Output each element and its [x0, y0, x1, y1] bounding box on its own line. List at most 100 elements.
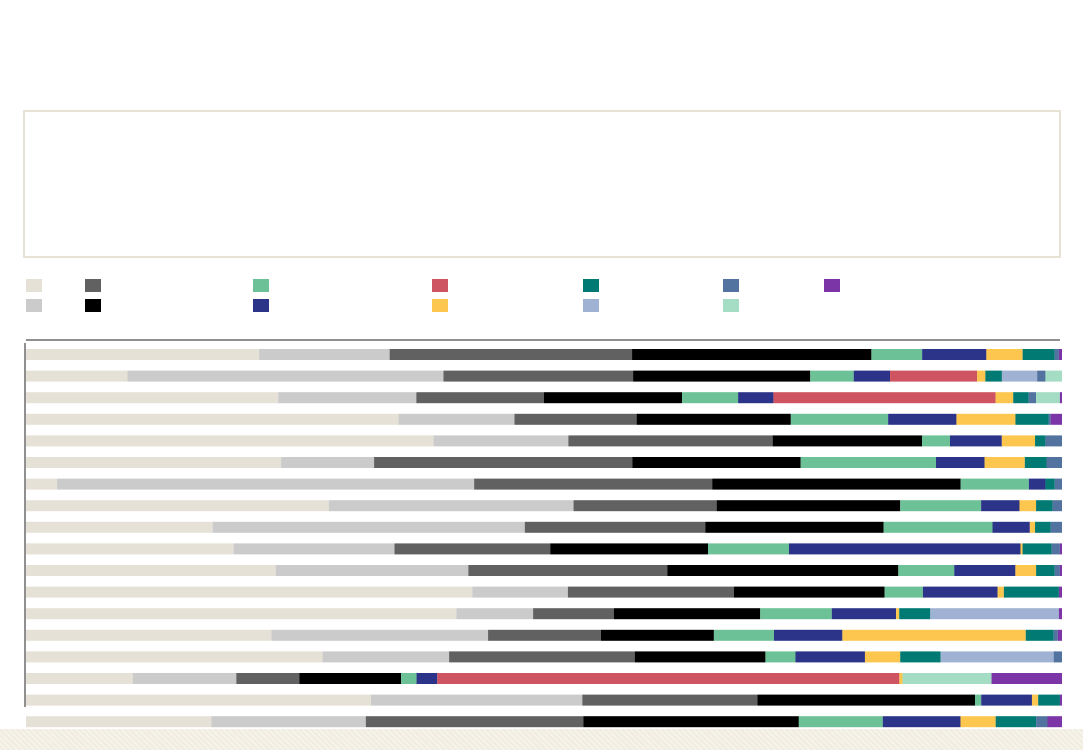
bar-segment: [1013, 392, 1029, 404]
bar-segment: [883, 521, 993, 533]
bar-segment: [26, 521, 213, 533]
bar-segment: [26, 629, 272, 641]
bar-segment: [884, 586, 923, 598]
bar-segment: [940, 651, 1054, 663]
bar-segment: [26, 673, 133, 684]
bar-segment: [1025, 629, 1054, 641]
bar-segment: [1050, 521, 1062, 533]
bar-row: [26, 694, 1062, 706]
bar-segment: [632, 457, 801, 468]
bar-segment: [1054, 349, 1059, 360]
bar-segment: [1053, 629, 1058, 641]
bar-segment: [472, 586, 568, 598]
bar-segment: [437, 673, 900, 684]
legend-swatch: [26, 279, 42, 292]
bar-segment: [57, 478, 475, 490]
bar-segment: [374, 457, 633, 468]
bar-segment: [954, 565, 1016, 576]
bar-segment: [950, 435, 1002, 447]
bar-segment: [995, 392, 1014, 404]
bar-row: [26, 457, 1062, 468]
bar-row: [26, 413, 1062, 425]
bar-segment: [398, 413, 515, 425]
legend-swatch: [723, 279, 739, 292]
bar-segment: [1059, 392, 1062, 404]
bar-segment: [127, 370, 444, 382]
bar-segment: [1054, 565, 1060, 576]
bar-segment: [1031, 694, 1039, 706]
bar-row: [26, 673, 1062, 684]
bar-segment: [365, 716, 584, 728]
legend-swatch: [432, 299, 448, 312]
bar-segment: [488, 629, 601, 641]
bar-segment: [1047, 716, 1062, 728]
bar-segment: [524, 521, 706, 533]
bar-segment: [568, 435, 773, 447]
legend-item: [432, 299, 448, 312]
bar-segment: [26, 457, 282, 468]
bar-segment: [922, 435, 950, 447]
bar-segment: [1045, 370, 1062, 382]
bar-segment: [713, 629, 774, 641]
bar-segment: [211, 716, 366, 728]
bar-segment: [416, 392, 544, 404]
bar-segment: [401, 673, 417, 684]
bar-segment: [981, 694, 1032, 706]
bar-segment: [1003, 586, 1059, 598]
bar-segment: [322, 651, 450, 663]
bar-segment: [1036, 500, 1053, 512]
bar-segment: [902, 673, 992, 684]
bar-segment: [1058, 349, 1062, 360]
bar-segment: [275, 565, 469, 576]
bar-segment: [1028, 478, 1046, 490]
bar-segment: [981, 500, 1020, 512]
bar-segment: [582, 694, 758, 706]
bar-segment: [449, 651, 635, 663]
bar-row: [26, 651, 1062, 663]
bar-segment: [1050, 413, 1062, 425]
legend-item: [253, 299, 269, 312]
bar-segment: [1059, 694, 1062, 706]
bar-segment: [1059, 565, 1062, 576]
stacked-bar-chart: [24, 339, 1062, 728]
bar-row: [26, 435, 1062, 447]
legend-swatch: [85, 299, 101, 312]
bar-segment: [433, 435, 569, 447]
bar-segment: [26, 392, 279, 404]
bar-segment: [550, 543, 709, 555]
bar-segment: [26, 370, 128, 382]
legend-item: [723, 299, 739, 312]
bar-segment: [1001, 435, 1036, 447]
bar-segment: [930, 608, 1059, 620]
bar-segment: [712, 478, 961, 490]
bar-segment: [1058, 608, 1062, 620]
bar-segment: [394, 543, 551, 555]
bar-segment: [960, 716, 996, 728]
legend-item: [85, 279, 101, 292]
bar-segment: [977, 370, 986, 382]
bar-segment: [1035, 435, 1046, 447]
bar-segment: [1028, 392, 1037, 404]
bar-segment: [795, 651, 865, 663]
bar-segment: [716, 500, 901, 512]
bar-segment: [842, 629, 1026, 641]
bar-segment: [573, 500, 717, 512]
bar-segment: [810, 370, 854, 382]
bar-segment: [456, 608, 534, 620]
bar-row: [26, 500, 1062, 512]
bar-segment: [26, 478, 58, 490]
bar-segment: [864, 651, 901, 663]
bar-segment: [328, 500, 574, 512]
bar-row: [26, 392, 1062, 404]
bar-segment: [533, 608, 614, 620]
bar-segment: [985, 370, 1002, 382]
legend-swatch: [583, 299, 599, 312]
bar-segment: [26, 543, 234, 555]
bar-segment: [890, 370, 978, 382]
bar-row: [26, 478, 1062, 490]
bar-segment: [1054, 478, 1062, 490]
bar-segment: [995, 716, 1037, 728]
legend-swatch: [824, 279, 840, 292]
bar-segment: [233, 543, 395, 555]
legend-swatch: [85, 279, 101, 292]
